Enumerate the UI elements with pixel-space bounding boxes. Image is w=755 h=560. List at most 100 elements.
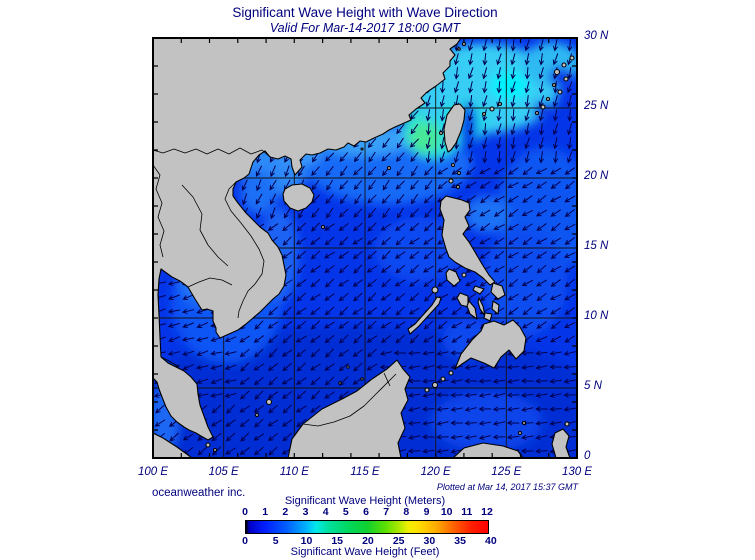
colorbar-gradient xyxy=(245,520,489,534)
patch-northeast-bright-cyan xyxy=(489,70,529,101)
island-dot xyxy=(448,178,454,184)
island-dot xyxy=(254,412,260,418)
lat-label-0: 0 xyxy=(584,450,591,462)
feet-tick-5: 5 xyxy=(272,535,279,547)
map-frame xyxy=(152,37,578,459)
land-sumatra xyxy=(154,432,192,457)
meters-tick-7: 7 xyxy=(383,506,390,518)
island-dot xyxy=(564,421,570,427)
island-dot xyxy=(489,106,495,112)
island-dot xyxy=(553,68,561,76)
land-mindanao xyxy=(454,319,527,370)
lon-label-105: 105 E xyxy=(208,466,239,478)
island-dot xyxy=(497,101,503,107)
island-dot xyxy=(448,370,454,376)
lon-label-120: 120 E xyxy=(420,466,451,478)
island-dot xyxy=(521,420,527,426)
land-asia-mainland xyxy=(154,39,461,441)
meters-tick-8: 8 xyxy=(403,506,410,518)
meters-tick-0: 0 xyxy=(242,506,248,518)
island-dot xyxy=(320,224,326,230)
island-dot xyxy=(534,110,540,116)
island-dot xyxy=(386,165,392,171)
map-canvas xyxy=(152,37,578,459)
land-leyte xyxy=(491,300,500,315)
land-cebu xyxy=(477,297,486,317)
island-dot xyxy=(438,130,444,136)
island-dot xyxy=(561,62,567,68)
island-dot xyxy=(461,272,467,278)
land-borneo xyxy=(287,359,411,457)
feet-tick-35: 35 xyxy=(454,535,466,547)
plotted-timestamp: Plotted at Mar 14, 2017 15:37 GMT xyxy=(436,482,578,492)
island-dot xyxy=(563,76,569,82)
island-dot xyxy=(360,147,364,151)
lat-label-10: 10 N xyxy=(584,310,609,322)
island-dot xyxy=(569,55,575,61)
patch-luzon-northeast xyxy=(463,196,510,233)
lat-label-25: 25 N xyxy=(584,100,609,112)
lon-label-110: 110 E xyxy=(279,466,309,478)
feet-tick-20: 20 xyxy=(362,535,374,547)
lat-label-5: 5 N xyxy=(584,380,602,392)
island-dot xyxy=(481,111,487,117)
land-palawan xyxy=(407,296,442,335)
island-dot xyxy=(455,184,461,190)
land-halmahera xyxy=(551,428,571,457)
island-dot xyxy=(551,82,557,88)
feet-tick-15: 15 xyxy=(331,535,344,547)
island-dot xyxy=(450,162,456,168)
island-dot xyxy=(431,286,439,294)
island-dot xyxy=(431,381,439,389)
meters-tick-2: 2 xyxy=(282,506,289,518)
page-title: Significant Wave Height with Wave Direct… xyxy=(232,5,498,20)
patch-tonkin-south xyxy=(240,169,278,215)
land-samar xyxy=(490,282,506,300)
island-dot xyxy=(557,89,563,95)
island-dot xyxy=(424,387,430,393)
valid-time-subtitle: Valid For Mar-14-2017 18:00 GMT xyxy=(269,20,461,35)
feet-tick-10: 10 xyxy=(300,535,313,547)
land-hainan xyxy=(282,183,315,212)
meters-tick-4: 4 xyxy=(322,506,329,518)
colorbar-meters-title: Significant Wave Height (Meters) xyxy=(284,495,446,507)
land-luzon xyxy=(439,195,496,286)
lat-label-15: 15 N xyxy=(584,240,609,252)
island-dot xyxy=(517,430,523,436)
lon-label-130: 130 E xyxy=(561,466,593,478)
land-negros xyxy=(466,300,478,320)
feet-tick-25: 25 xyxy=(392,535,405,547)
island-dot xyxy=(440,376,446,382)
lat-label-20: 20 N xyxy=(584,170,609,182)
feet-tick-0: 0 xyxy=(242,535,248,547)
country-borders xyxy=(154,147,397,427)
small-islands xyxy=(205,41,575,453)
land-masses xyxy=(154,39,575,457)
meters-tick-12: 12 xyxy=(481,506,493,518)
land-taiwan xyxy=(443,103,466,153)
island-dot xyxy=(212,447,218,453)
title-block: Significant Wave Height with Wave Direct… xyxy=(153,5,577,35)
island-dot xyxy=(346,365,350,369)
island-dot xyxy=(540,104,546,110)
degree-tick-marks xyxy=(153,38,577,458)
meters-tick-5: 5 xyxy=(342,506,349,518)
island-dot xyxy=(360,377,364,381)
lon-label-125: 125 E xyxy=(491,466,522,478)
patch-strait-green-core xyxy=(408,122,440,153)
lon-label-115: 115 E xyxy=(350,466,380,478)
meters-tick-3: 3 xyxy=(302,506,309,518)
meters-tick-6: 6 xyxy=(363,506,369,518)
feet-tick-40: 40 xyxy=(485,535,497,547)
colorbar-feet-title: Significant Wave Height (Feet) xyxy=(290,546,440,558)
island-dot xyxy=(457,47,461,51)
land-sulawesi xyxy=(453,442,523,457)
island-dot xyxy=(545,96,551,102)
island-dot xyxy=(456,170,462,176)
island-dot xyxy=(338,381,342,385)
meters-tick-11: 11 xyxy=(461,506,473,518)
meters-tick-10: 10 xyxy=(440,506,453,518)
land-mindoro xyxy=(445,268,461,287)
land-panay xyxy=(456,292,469,308)
